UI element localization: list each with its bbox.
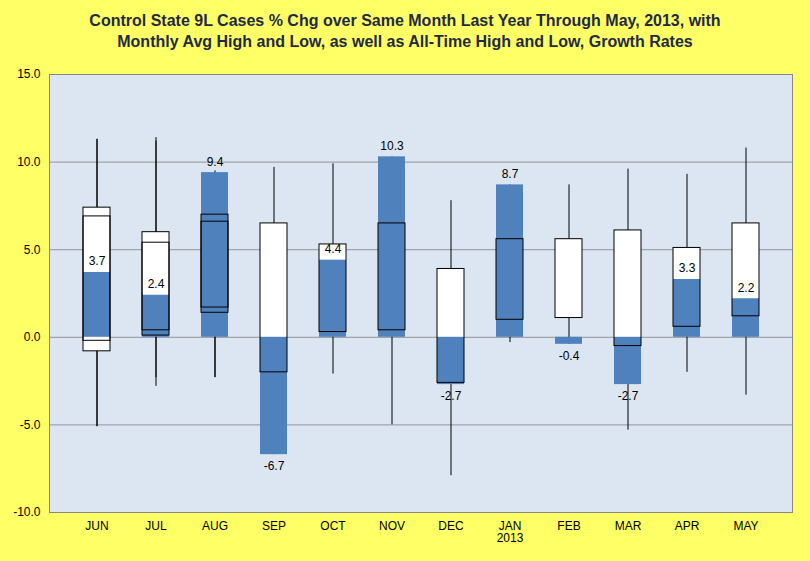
svg-text:MAY: MAY bbox=[733, 519, 758, 533]
svg-text:OCT: OCT bbox=[320, 519, 346, 533]
svg-text:15.0: 15.0 bbox=[17, 67, 41, 81]
svg-text:-2.7: -2.7 bbox=[618, 389, 639, 403]
svg-text:3.7: 3.7 bbox=[89, 254, 106, 268]
svg-text:4.4: 4.4 bbox=[325, 242, 342, 256]
svg-text:MAR: MAR bbox=[615, 519, 642, 533]
svg-text:2.2: 2.2 bbox=[738, 281, 755, 295]
svg-text:10.0: 10.0 bbox=[17, 155, 41, 169]
svg-text:JUN: JUN bbox=[85, 519, 108, 533]
svg-text:NOV: NOV bbox=[379, 519, 405, 533]
svg-text:2.4: 2.4 bbox=[148, 277, 165, 291]
svg-text:-2.7: -2.7 bbox=[441, 389, 462, 403]
svg-text:10.3: 10.3 bbox=[380, 139, 404, 153]
svg-text:-0.4: -0.4 bbox=[559, 349, 580, 363]
svg-text:9.4: 9.4 bbox=[207, 155, 224, 169]
svg-text:FEB: FEB bbox=[557, 519, 580, 533]
svg-text:-10.0: -10.0 bbox=[13, 505, 41, 519]
svg-text:JAN2013: JAN2013 bbox=[497, 519, 524, 545]
svg-text:8.7: 8.7 bbox=[502, 167, 519, 181]
svg-text:-5.0: -5.0 bbox=[20, 418, 41, 432]
svg-text:5.0: 5.0 bbox=[24, 243, 41, 257]
svg-text:DEC: DEC bbox=[438, 519, 464, 533]
svg-text:SEP: SEP bbox=[262, 519, 286, 533]
svg-text:0.0: 0.0 bbox=[24, 330, 41, 344]
html-text:Control State 9L Cases % Chg o: Control State 9L Cases % Chg over Same M… bbox=[89, 12, 721, 50]
svg-text:3.3: 3.3 bbox=[679, 261, 696, 275]
svg-text:JUL: JUL bbox=[145, 519, 167, 533]
svg-text:APR: APR bbox=[675, 519, 700, 533]
svg-text:-6.7: -6.7 bbox=[264, 459, 285, 473]
svg-text:AUG: AUG bbox=[202, 519, 228, 533]
